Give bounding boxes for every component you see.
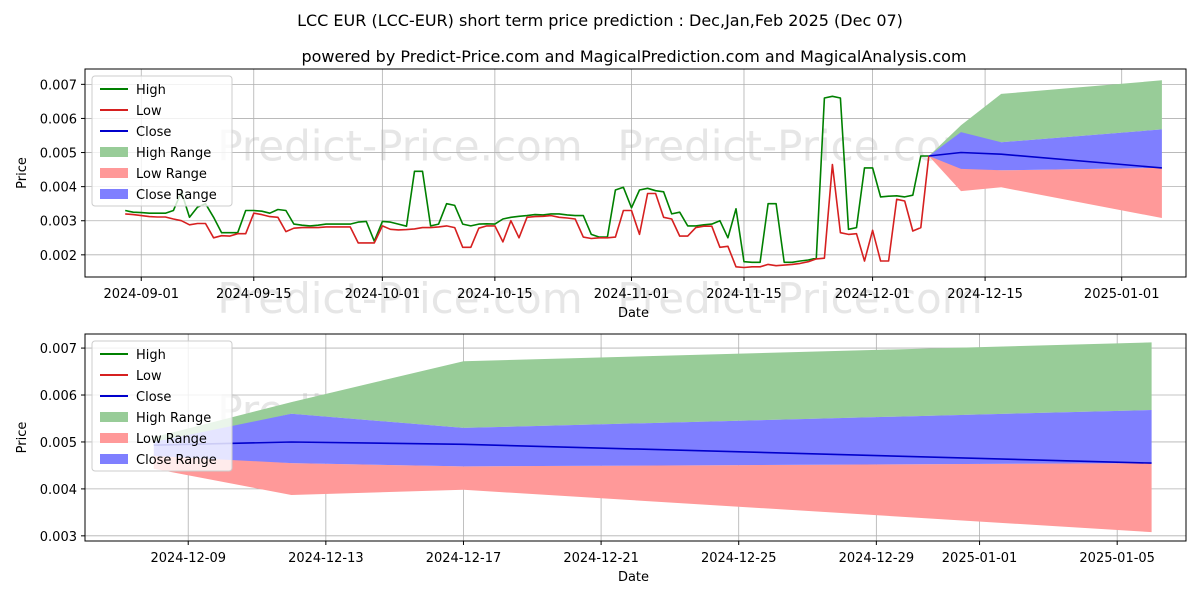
x-tick-label: 2024-12-15 xyxy=(947,287,1023,302)
legend-high-range-label: High Range xyxy=(136,146,211,161)
x-axis-label: Date xyxy=(618,570,649,585)
legend-high-range-label: High Range xyxy=(136,411,211,426)
close-line xyxy=(928,151,1162,169)
high-line xyxy=(125,95,929,264)
x-tick-label: 2024-12-21 xyxy=(563,551,639,566)
low-line xyxy=(125,155,930,269)
legend-high-label: High xyxy=(136,83,166,98)
legend-high-label: High xyxy=(136,348,166,363)
x-ticks: 2024-12-09 2024-12-13 2024-12-17 2024-12-21… xyxy=(150,541,1155,566)
plot-area xyxy=(125,80,1162,269)
y-axis-label: Price xyxy=(15,422,30,454)
y-axis-label: Price xyxy=(15,157,30,189)
legend-close-label: Close xyxy=(136,390,171,405)
y-tick-label: 0.004 xyxy=(40,483,77,498)
axes-frame xyxy=(84,68,1187,278)
x-tick-label: 2024-12-09 xyxy=(150,551,226,566)
y-tick-label: 0.006 xyxy=(40,389,77,404)
y-tick-label: 0.007 xyxy=(40,78,77,93)
legend: High Low Close High Range Low Range Close Ran… xyxy=(91,340,233,472)
legend-low-range-swatch xyxy=(100,168,128,178)
y-tick-label: 0.005 xyxy=(40,147,77,162)
y-tick-label: 0.007 xyxy=(40,342,77,357)
legend-close-range-swatch xyxy=(100,189,128,199)
x-ticks: 2024-09-01 2024-09-15 2024-10-01 2024-10-15… xyxy=(103,277,1159,302)
top-panel: Predict-Price.com Predict-Price.comPredic… xyxy=(15,68,1187,323)
legend: High Low Close High Range Low Range Close Ran… xyxy=(91,75,233,207)
watermark-text: Predict-Price.com xyxy=(617,122,982,171)
chart-subtitle: powered by Predict-Price.com and Magical… xyxy=(301,47,966,66)
x-tick-label: 2024-11-15 xyxy=(706,287,782,302)
watermark-group: Predict-Price.com Predict-Price.com xyxy=(217,122,982,171)
high-range-area xyxy=(928,80,1162,156)
legend-close-range-swatch xyxy=(100,454,128,464)
legend-low-label: Low xyxy=(136,369,162,384)
y-tick-label: 0.002 xyxy=(40,249,77,264)
legend-close-range-label: Close Range xyxy=(136,453,217,468)
legend-high-range-swatch xyxy=(100,147,128,157)
legend-low-range-label: Low Range xyxy=(136,432,207,447)
plot-area xyxy=(153,342,1152,533)
x-tick-label: 2025-01-05 xyxy=(1079,551,1155,566)
legend-low-range-swatch xyxy=(100,433,128,443)
watermark-text: Predict-Price.com xyxy=(617,274,982,323)
x-tick-label: 2024-12-25 xyxy=(701,551,777,566)
x-tick-label: 2024-10-15 xyxy=(457,287,533,302)
x-tick-label: 2024-12-29 xyxy=(839,551,915,566)
x-tick-label: 2024-09-15 xyxy=(216,287,292,302)
bottom-panel: Predict-Price.comPredict-Price.comPredic… xyxy=(15,333,1187,585)
legend-close-range-label: Close Range xyxy=(136,188,217,203)
low-range-area xyxy=(153,453,1152,533)
close-range-area xyxy=(153,410,1152,467)
x-tick-label: 2025-01-01 xyxy=(1084,287,1160,302)
low-range-area xyxy=(928,156,1162,218)
legend-low-range-label: Low Range xyxy=(136,167,207,182)
x-tick-label: 2024-12-01 xyxy=(835,287,911,302)
y-ticks: 0.003 0.004 0.005 0.006 0.007 xyxy=(40,342,85,545)
y-tick-label: 0.003 xyxy=(40,215,77,230)
y-tick-label: 0.003 xyxy=(40,530,77,545)
y-tick-label: 0.004 xyxy=(40,181,77,196)
high-range-area xyxy=(153,342,1152,446)
x-tick-label: 2024-10-01 xyxy=(345,287,421,302)
watermark-text: Predict-Price.com xyxy=(217,122,582,171)
close-range-area xyxy=(928,129,1162,171)
x-tick-label: 2024-11-01 xyxy=(594,287,670,302)
watermark-text: Predict-Price.com xyxy=(217,274,582,323)
chart-title: LCC EUR (LCC-EUR) short term price predi… xyxy=(297,11,903,30)
x-axis-label: Date xyxy=(618,306,649,321)
x-tick-label: 2025-01-01 xyxy=(942,551,1018,566)
legend-close-label: Close xyxy=(136,125,171,140)
y-tick-label: 0.005 xyxy=(40,436,77,451)
watermark-group-lower: Predict-Price.com Predict-Price.com xyxy=(217,274,982,323)
y-ticks: 0.002 0.003 0.004 0.005 0.006 0.007 xyxy=(40,78,85,264)
x-tick-label: 2024-12-17 xyxy=(426,551,502,566)
legend-low-label: Low xyxy=(136,104,162,119)
y-tick-label: 0.006 xyxy=(40,112,77,127)
x-tick-label: 2024-12-13 xyxy=(288,551,364,566)
legend-high-range-swatch xyxy=(100,412,128,422)
x-tick-label: 2024-09-01 xyxy=(103,287,179,302)
axes-frame xyxy=(84,333,1187,542)
